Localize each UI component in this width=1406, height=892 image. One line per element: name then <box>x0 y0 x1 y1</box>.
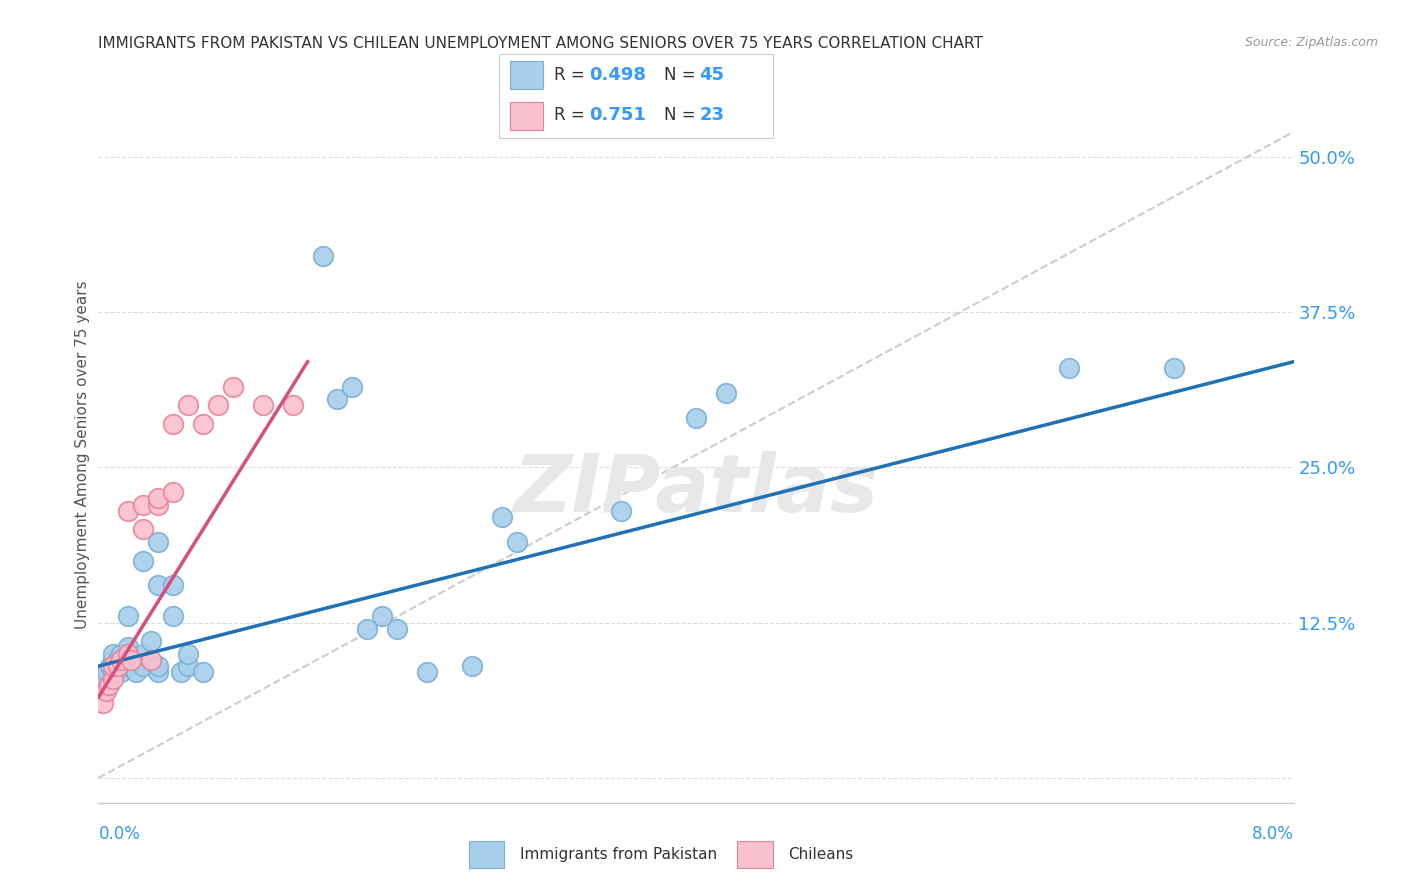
Point <box>162 485 184 500</box>
Point <box>506 534 529 549</box>
Y-axis label: Unemployment Among Seniors over 75 years: Unemployment Among Seniors over 75 years <box>75 281 90 629</box>
Point <box>191 665 214 680</box>
Point <box>169 665 191 680</box>
Point <box>148 665 170 680</box>
Point <box>148 491 170 506</box>
Point <box>117 659 139 673</box>
Point <box>94 672 117 686</box>
Text: IMMIGRANTS FROM PAKISTAN VS CHILEAN UNEMPLOYMENT AMONG SENIORS OVER 75 YEARS COR: IMMIGRANTS FROM PAKISTAN VS CHILEAN UNEM… <box>98 36 983 51</box>
FancyBboxPatch shape <box>510 62 543 89</box>
Text: 0.498: 0.498 <box>589 66 647 84</box>
Point <box>97 678 120 692</box>
Point <box>207 398 229 412</box>
Point <box>132 523 155 537</box>
Point <box>416 665 439 680</box>
Point <box>148 659 170 673</box>
Text: R =: R = <box>554 66 591 84</box>
Point <box>252 398 274 412</box>
Point <box>356 622 378 636</box>
Text: Immigrants from Pakistan: Immigrants from Pakistan <box>520 847 717 862</box>
Point <box>110 647 132 661</box>
Point <box>96 665 118 680</box>
Point <box>132 647 155 661</box>
Point <box>132 498 155 512</box>
Text: N =: N = <box>664 106 700 124</box>
Point <box>148 534 170 549</box>
Point <box>110 665 132 680</box>
Point <box>103 672 125 686</box>
Point <box>94 684 117 698</box>
Text: Source: ZipAtlas.com: Source: ZipAtlas.com <box>1244 36 1378 49</box>
FancyBboxPatch shape <box>737 841 773 868</box>
Point <box>139 634 162 648</box>
Point <box>162 578 184 592</box>
Point <box>685 410 707 425</box>
Point <box>91 697 114 711</box>
Point <box>1059 361 1081 376</box>
Point <box>1163 361 1185 376</box>
Point <box>117 640 139 655</box>
Point <box>103 653 125 667</box>
Point <box>610 504 633 518</box>
Point <box>311 249 333 263</box>
Text: 0.751: 0.751 <box>589 106 647 124</box>
Point <box>91 678 114 692</box>
Point <box>98 659 122 673</box>
Point <box>342 379 364 393</box>
Point <box>714 385 737 400</box>
Text: 0.0%: 0.0% <box>98 825 141 843</box>
Point <box>132 553 155 567</box>
Point <box>103 665 125 680</box>
Point <box>139 653 162 667</box>
Point <box>222 379 245 393</box>
Point <box>148 498 170 512</box>
Point <box>117 647 139 661</box>
Text: 8.0%: 8.0% <box>1251 825 1294 843</box>
Text: Chileans: Chileans <box>787 847 853 862</box>
Text: 23: 23 <box>699 106 724 124</box>
Point <box>117 609 139 624</box>
Point <box>103 647 125 661</box>
Point <box>107 659 129 673</box>
Point <box>177 647 200 661</box>
Point <box>177 659 200 673</box>
Point <box>162 417 184 431</box>
Point <box>117 504 139 518</box>
Point <box>191 417 214 431</box>
Text: R =: R = <box>554 106 591 124</box>
Point <box>148 578 170 592</box>
Point <box>103 659 125 673</box>
Point <box>105 659 128 673</box>
Text: 45: 45 <box>699 66 724 84</box>
Point <box>120 653 142 667</box>
Point <box>132 659 155 673</box>
FancyBboxPatch shape <box>510 102 543 130</box>
Point <box>371 609 394 624</box>
Point <box>461 659 484 673</box>
Point <box>125 665 148 680</box>
Point <box>162 609 184 624</box>
Point <box>107 653 129 667</box>
Point <box>326 392 349 406</box>
Point <box>177 398 200 412</box>
Point <box>117 647 139 661</box>
Point <box>110 653 132 667</box>
Point <box>281 398 304 412</box>
Text: ZIPatlas: ZIPatlas <box>513 450 879 529</box>
FancyBboxPatch shape <box>470 841 505 868</box>
Text: N =: N = <box>664 66 700 84</box>
Point <box>385 622 409 636</box>
Point <box>491 510 513 524</box>
